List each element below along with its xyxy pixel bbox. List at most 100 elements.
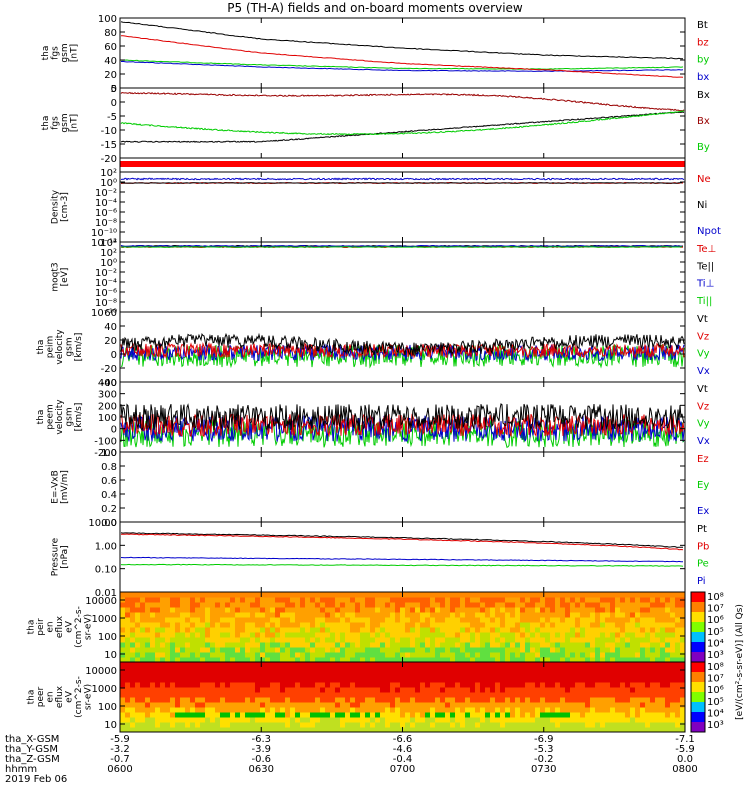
colorbar-tick-label: 10⁴ bbox=[707, 638, 724, 649]
panel-efield-tick-label: 0.4 bbox=[101, 490, 117, 501]
panel-fgs-gsm-xy-legend-bx: Bx bbox=[697, 90, 710, 101]
series-line-bz bbox=[121, 35, 684, 78]
panel-temperature-ylabel-line: moqt3 bbox=[50, 262, 60, 291]
panel-peim-velocity-legend-vz: Vz bbox=[697, 331, 709, 342]
panel-peim-velocity-tick-label: 0 bbox=[111, 350, 117, 361]
panel-efield-ylabel: E=-VxB [mV/m] bbox=[50, 470, 70, 504]
footer-value: 0800 bbox=[672, 764, 697, 775]
panel-fgs-gsm-xy-ylabel-line: fgs bbox=[50, 116, 60, 130]
panel-fgs-gsm-tick-label: 40 bbox=[104, 56, 117, 67]
panel-density-ylabel-line: Density bbox=[50, 189, 60, 224]
panel-temperature-tick-label: 10⁻¹⁰ bbox=[91, 308, 117, 319]
panel-pressure-legend-pe: Pe bbox=[697, 559, 709, 570]
panel-peir-spec-ylabel-line: peir bbox=[36, 618, 46, 636]
colorbar-tick-label: 10⁵ bbox=[707, 697, 724, 708]
panel-fgs-gsm-ylabel-line: fgs bbox=[50, 46, 60, 60]
panel-peem-velocity-ylabel-line: velocity bbox=[55, 399, 65, 435]
footer-value: 0600 bbox=[107, 764, 132, 775]
panel-peir-spec-ylabel-line: en bbox=[46, 621, 56, 632]
panel-peir-spec-ylabel-line: eflux bbox=[55, 615, 65, 638]
panel-pressure-tick-label: 0.01 bbox=[95, 588, 117, 599]
panel-fgs-gsm-legend-bz: bz bbox=[697, 37, 709, 48]
panel-peer-spec-ylabel: tha peer en eflux eV (cm^2-s-sr-eV) bbox=[27, 676, 94, 718]
panel-peim-velocity-legend-vx: Vx bbox=[697, 366, 710, 377]
footer-label: tha_Y-GSM bbox=[5, 744, 58, 755]
panel-peer-spec-tick-label: 1000 bbox=[92, 684, 117, 695]
panel-peir-spec-tick-label: 10000 bbox=[85, 596, 117, 607]
footer-value: 0.0 bbox=[677, 754, 693, 765]
panel-peer-spec-ylabel-line: eV bbox=[65, 690, 75, 703]
panel-density-tick-label: 10⁻¹² bbox=[91, 238, 117, 249]
series-line-ti-perp bbox=[120, 244, 683, 248]
panel-fgs-gsm-tick-label: 60 bbox=[104, 42, 117, 53]
footer-label: tha_X-GSM bbox=[5, 734, 59, 745]
colorbar-tick-label: 10⁷ bbox=[707, 604, 724, 615]
panel-peir-spec-tick-label: 100 bbox=[98, 632, 117, 643]
panel-peim-velocity-ylabel-line: [km/s] bbox=[74, 333, 84, 362]
colorbar-peir-spec bbox=[690, 591, 706, 663]
panel-peem-velocity-tick-label: 0 bbox=[111, 425, 117, 436]
panel-fgs-gsm-ylabel-line: gsm bbox=[60, 43, 70, 62]
panel-temperature-tick-label: 10⁻⁶ bbox=[95, 288, 117, 299]
panel-temperature-ylabel: moqt3 [eV] bbox=[50, 262, 70, 291]
footer-value: -0.4 bbox=[393, 754, 413, 765]
panel-peem-velocity-legend-vz: Vz bbox=[697, 401, 709, 412]
footer-value: -4.6 bbox=[393, 744, 413, 755]
colorbar-tick-label: 10⁴ bbox=[707, 708, 724, 719]
panel-fgs-gsm-tick-label: 0 bbox=[111, 84, 117, 95]
panel-peim-velocity-legend-vt: Vt bbox=[697, 314, 708, 325]
page-title: P5 (TH-A) fields and on-board moments ov… bbox=[227, 1, 523, 15]
panel-density-tick-label: 10² bbox=[100, 168, 117, 179]
panel-fgs-gsm-tick-label: 80 bbox=[104, 28, 117, 39]
panel-fgs-gsm-xy-ylabel-line: tha bbox=[41, 116, 51, 131]
panel-temperature-tick-label: 10² bbox=[100, 248, 117, 259]
colorbar-tick-label: 10³ bbox=[707, 650, 724, 661]
panel-peem-velocity-tick-label: -200 bbox=[94, 448, 117, 459]
footer-value: -0.6 bbox=[251, 754, 271, 765]
panel-temperature-tick-label: 10⁻⁴ bbox=[95, 278, 117, 289]
panel-efield-tick-label: 1.0 bbox=[101, 448, 117, 459]
series-line-pi bbox=[120, 556, 683, 563]
panel-efield-legend-ex: Ex bbox=[697, 506, 709, 517]
panel-temperature bbox=[119, 241, 686, 313]
panel-pressure-ylabel: Pressure [nPa] bbox=[50, 537, 70, 576]
panel-efield-tick-label: 0.0 bbox=[101, 518, 117, 529]
panel-efield bbox=[119, 451, 686, 523]
panel-fgs-gsm-legend-by: by bbox=[697, 55, 709, 66]
panel-peer-spec-image bbox=[120, 662, 686, 733]
panel-density-tick-label: 10⁻⁶ bbox=[95, 208, 117, 219]
panel-peem-velocity-tick-label: -100 bbox=[94, 436, 117, 447]
footer-date: 2019 Feb 06 bbox=[5, 774, 67, 785]
footer-value: -3.9 bbox=[251, 744, 271, 755]
panel-fgs-gsm-xy-tick-label: -5 bbox=[107, 112, 117, 123]
panel-density-tick-label: 10⁻² bbox=[95, 188, 117, 199]
panel-peir-spec-ylabel-line: eV bbox=[65, 620, 75, 633]
panel-pressure-legend-pi: Pi bbox=[697, 576, 706, 587]
panel-peim-velocity-tick-label: 40 bbox=[104, 322, 117, 333]
panel-efield-tick-label: 0.2 bbox=[101, 504, 117, 515]
series-line-bt bbox=[120, 21, 683, 60]
series-line-vt bbox=[120, 332, 685, 357]
panel-pressure-tick-label: 0.10 bbox=[95, 565, 117, 576]
footer-value: 0700 bbox=[390, 764, 415, 775]
panel-fgs-gsm-legend-bt: Bt bbox=[697, 20, 708, 31]
panel-density-ylabel: Density [cm-3] bbox=[50, 189, 70, 224]
panel-peem-velocity-legend-vx: Vx bbox=[697, 436, 710, 447]
flag-bar bbox=[120, 161, 685, 167]
footer-value: -0.2 bbox=[534, 754, 554, 765]
footer-label: tha_Z-GSM bbox=[5, 754, 60, 765]
footer-value: -3.2 bbox=[110, 744, 130, 755]
series-line-bx-red bbox=[120, 91, 685, 112]
panel-peem-velocity-legend-vy: Vy bbox=[697, 419, 710, 430]
panel-peir-spec-ylabel: tha peir en eflux eV (cm^2-s-sr-eV) bbox=[27, 606, 94, 648]
panel-peim-velocity-ylabel-line: gsm bbox=[65, 337, 75, 356]
series-line-vx bbox=[120, 343, 685, 363]
series-line-vt bbox=[120, 403, 685, 431]
series-line-vz bbox=[120, 341, 685, 360]
panel-temperature-ylabel-line: [eV] bbox=[60, 268, 70, 287]
panel-fgs-gsm-xy-tick-label: -20 bbox=[101, 154, 117, 165]
panel-density-legend-npot: Npot bbox=[697, 226, 721, 237]
colorbar-tick-label: 10⁸ bbox=[707, 662, 724, 673]
panel-peem-velocity-ylabel-line: peem bbox=[46, 404, 56, 430]
panel-density-ylabel-line: [cm-3] bbox=[60, 192, 70, 222]
